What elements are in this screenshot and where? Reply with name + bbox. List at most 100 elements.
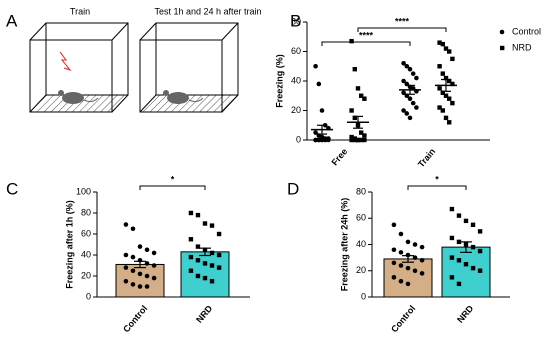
point <box>470 244 476 250</box>
point <box>349 108 354 113</box>
point <box>130 226 136 232</box>
point <box>463 261 469 267</box>
significance-bracket <box>407 185 467 190</box>
point <box>313 137 318 143</box>
point <box>404 63 410 69</box>
panel-label: C <box>6 179 18 198</box>
point <box>470 222 476 228</box>
point <box>216 265 222 270</box>
point <box>440 71 445 76</box>
point <box>359 137 364 143</box>
point <box>447 96 452 101</box>
point <box>216 252 222 258</box>
point <box>412 268 418 274</box>
significance-label: **** <box>395 16 410 26</box>
point <box>447 78 452 84</box>
legend-label: NRD <box>512 42 532 52</box>
point <box>188 268 194 273</box>
point <box>456 258 462 263</box>
point <box>352 115 357 121</box>
point <box>144 261 150 266</box>
y-tick-label: 80 <box>81 207 91 217</box>
x-tick-label: Control <box>389 303 417 334</box>
x-tick-label: NRD <box>455 303 476 325</box>
bar <box>115 263 165 298</box>
y-tick-label: 100 <box>76 186 91 196</box>
x-tick-label: Train <box>416 146 437 169</box>
point <box>216 231 222 237</box>
panel-label: A <box>6 11 18 30</box>
point <box>144 247 150 253</box>
point <box>407 66 413 72</box>
point <box>144 273 150 279</box>
point <box>470 265 476 271</box>
point <box>447 49 452 54</box>
bar <box>180 251 230 298</box>
y-axis-title: Freezing (%) <box>274 54 284 108</box>
point <box>398 250 404 255</box>
point <box>391 260 397 266</box>
y-tick-label: 0 <box>361 291 366 301</box>
point <box>450 56 455 62</box>
point <box>188 210 194 216</box>
point <box>123 252 129 258</box>
point <box>449 235 455 241</box>
point <box>440 108 445 113</box>
point <box>414 105 419 110</box>
point <box>410 100 416 106</box>
point <box>437 64 442 69</box>
point <box>477 229 483 234</box>
point <box>123 278 129 284</box>
y-tick-label: 40 <box>291 75 301 85</box>
cage <box>139 22 239 113</box>
point <box>449 275 455 280</box>
point <box>391 275 397 280</box>
point <box>419 271 425 276</box>
point <box>443 115 449 121</box>
point <box>412 255 418 260</box>
y-tick-label: 60 <box>291 46 301 56</box>
point <box>130 268 136 274</box>
point <box>407 115 413 121</box>
panel-label: B <box>290 11 301 30</box>
point <box>440 90 445 95</box>
significance-bracket <box>321 41 411 46</box>
point <box>137 271 143 277</box>
point <box>349 137 354 143</box>
point <box>419 244 425 250</box>
point <box>144 284 150 289</box>
y-tick-label: 20 <box>81 270 91 280</box>
y-tick-label: 40 <box>356 239 366 249</box>
point <box>319 108 325 113</box>
point <box>443 46 449 51</box>
x-tick-label: Free <box>329 146 349 167</box>
point <box>450 100 455 106</box>
point <box>449 206 455 212</box>
point <box>359 93 364 98</box>
significance-bracket <box>139 185 206 190</box>
x-tick-label: Control <box>121 303 149 334</box>
point <box>195 258 201 263</box>
point <box>352 137 357 143</box>
point <box>151 250 157 256</box>
point <box>463 218 469 224</box>
point <box>398 231 404 237</box>
y-tick-label: 0 <box>86 291 91 301</box>
point <box>477 268 483 273</box>
point <box>316 81 322 87</box>
bar <box>441 246 491 298</box>
point <box>123 265 129 270</box>
point <box>443 93 449 98</box>
point <box>209 250 215 256</box>
point <box>398 278 404 284</box>
point <box>362 96 367 101</box>
point <box>130 254 136 260</box>
y-tick-label: 80 <box>356 186 366 196</box>
point <box>188 237 194 242</box>
point <box>447 120 452 125</box>
point <box>137 284 143 289</box>
y-tick-label: 60 <box>356 213 366 223</box>
significance-label: * <box>435 174 439 184</box>
point <box>449 255 455 260</box>
